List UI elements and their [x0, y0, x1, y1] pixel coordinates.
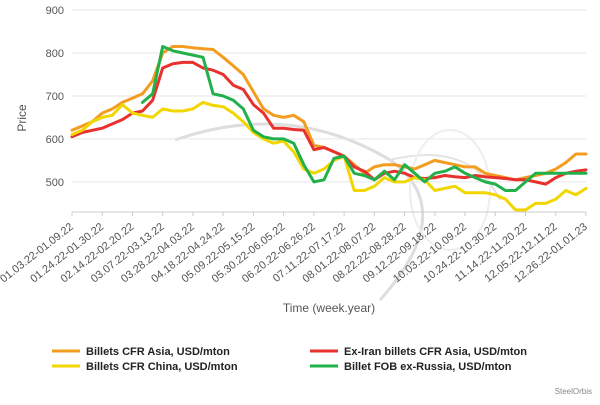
- y-axis-ticks: 500 600 700 800 900: [46, 5, 64, 189]
- legend-label: Ex-Iran billets CFR Asia, USD/mton: [344, 346, 527, 358]
- y-tick-label: 900: [46, 5, 64, 17]
- gridlines: [72, 9, 586, 183]
- watermark-logo: [174, 122, 501, 301]
- y-axis-label: Price: [15, 104, 29, 132]
- x-axis-label: Time (week.year): [283, 301, 375, 315]
- y-tick-label: 700: [46, 91, 64, 103]
- legend-label: Billets CFR Asia, USD/mton: [86, 346, 230, 358]
- series-line-2: [70, 60, 588, 186]
- x-axis-ticks: 01.03.22-01.09.2201.24.22-01.30.2202.14.…: [0, 212, 590, 285]
- series-line-3: [70, 100, 588, 212]
- y-tick-label: 600: [46, 134, 64, 146]
- legend-label: Billets CFR China, USD/mton: [86, 361, 238, 373]
- y-tick-label: 500: [46, 177, 64, 189]
- y-tick-label: 800: [46, 48, 64, 60]
- legend: Billets CFR Asia, USD/mton Ex-Iran billet…: [52, 346, 527, 373]
- series-layer: [70, 45, 588, 212]
- legend-item[interactable]: Billets CFR China, USD/mton: [52, 361, 238, 373]
- legend-item[interactable]: Ex-Iran billets CFR Asia, USD/mton: [310, 346, 527, 358]
- legend-item[interactable]: Billet FOB ex-Russia, USD/mton: [310, 361, 512, 373]
- legend-item[interactable]: Billets CFR Asia, USD/mton: [52, 346, 230, 358]
- credit-text: SteelOrbis: [555, 387, 592, 396]
- series-line-1: [70, 45, 588, 182]
- legend-label: Billet FOB ex-Russia, USD/mton: [344, 361, 512, 373]
- series-line-4: [141, 45, 588, 192]
